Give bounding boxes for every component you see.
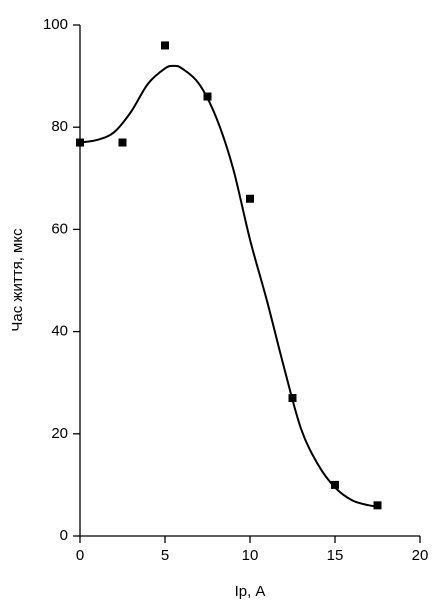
x-tick-label: 20 [412,547,429,564]
point [203,92,212,101]
y-tick-label: 60 [51,220,68,237]
point [161,41,169,50]
y-tick-label: 20 [51,425,68,442]
point [76,138,84,147]
point [246,194,254,203]
y-axis-label: Час життя, мкс [9,228,26,332]
y-tick-label: 40 [51,323,68,340]
x-tick-label: 10 [242,547,259,564]
point [331,480,339,489]
y-tick-label: 0 [60,527,68,544]
x-tick-label: 15 [327,547,344,564]
x-tick-label: 0 [76,547,84,564]
y-tick-label: 80 [51,118,68,135]
point [118,138,127,147]
fit-curve [79,64,378,508]
x-axis-label: Ір, А [235,583,266,600]
point [373,501,382,510]
x-tick-label: 5 [161,547,169,564]
y-tick-label: 100 [43,16,68,33]
point [288,394,297,403]
